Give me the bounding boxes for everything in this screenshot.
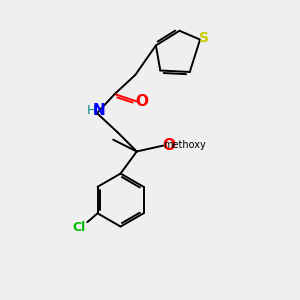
Text: Cl: Cl [73,221,86,234]
Text: H: H [87,104,96,117]
Text: methoxy: methoxy [163,140,206,150]
Text: N: N [93,103,106,118]
Text: S: S [199,31,208,45]
Text: O: O [136,94,148,109]
Text: O: O [162,138,175,153]
